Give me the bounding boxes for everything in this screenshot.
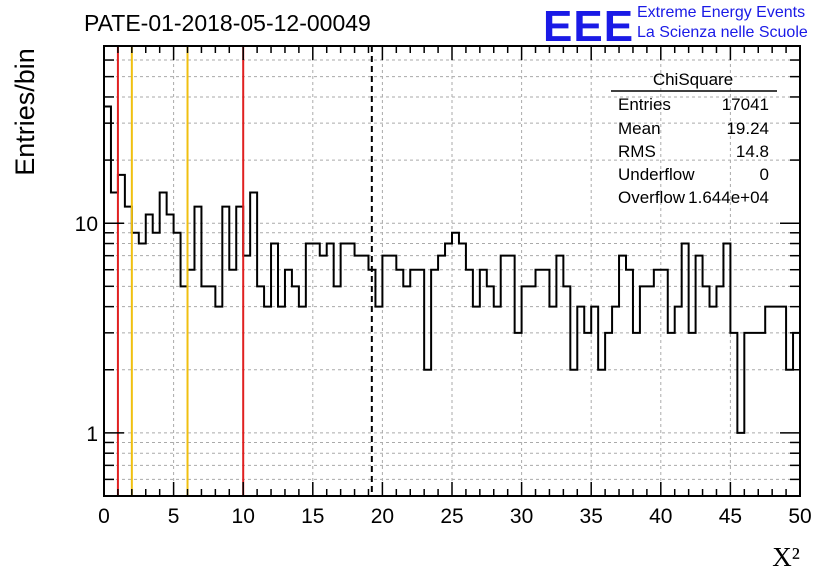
stats-header: ChiSquare bbox=[653, 70, 733, 89]
stats-label-rms: RMS bbox=[618, 142, 656, 161]
stats-value-rms: 14.8 bbox=[736, 142, 769, 161]
y-tick-label: 10 bbox=[75, 213, 98, 236]
x-tick-label: 35 bbox=[580, 505, 603, 528]
stats-value-underflow: 0 bbox=[760, 165, 769, 184]
x-tick-label: 15 bbox=[301, 505, 324, 528]
histogram-bars bbox=[104, 105, 800, 434]
logo-text-line1: Extreme Energy Events bbox=[637, 4, 806, 21]
stats-value-mean: 19.24 bbox=[726, 119, 769, 138]
axes: 0 5 10 15 20 25 30 35 40 45 50 1 10 bbox=[75, 45, 812, 528]
x-tick-label: 30 bbox=[510, 505, 533, 528]
x-tick-label: 10 bbox=[232, 505, 255, 528]
y-tick-label: 1 bbox=[86, 423, 98, 446]
stats-label-entries: Entries bbox=[618, 95, 671, 114]
histogram-outline bbox=[104, 105, 800, 434]
stats-box: ChiSquare Entries 17041 Mean 19.24 RMS 1… bbox=[611, 70, 777, 207]
logo-text-line2: La Scienza nelle Scuole bbox=[637, 24, 808, 41]
stats-value-overflow: 1.644e+04 bbox=[688, 188, 769, 207]
y-axis-label: Entries/bin bbox=[10, 48, 40, 176]
eee-logo: EEE bbox=[543, 2, 635, 51]
x-tick-label: 50 bbox=[788, 505, 811, 528]
x-tick-label: 0 bbox=[98, 505, 110, 528]
x-tick-label: 20 bbox=[371, 505, 394, 528]
x-tick-label: 45 bbox=[719, 505, 742, 528]
stats-value-entries: 17041 bbox=[722, 95, 769, 114]
stats-label-underflow: Underflow bbox=[618, 165, 695, 184]
x-tick-label: 40 bbox=[649, 505, 672, 528]
stats-label-overflow: Overflow bbox=[618, 188, 686, 207]
x-axis-label: X² bbox=[772, 542, 800, 572]
stats-label-mean: Mean bbox=[618, 119, 661, 138]
chart-title: PATE-01-2018-05-12-00049 bbox=[84, 10, 371, 36]
x-tick-label: 5 bbox=[168, 505, 180, 528]
marker-lines bbox=[116, 46, 373, 496]
x-tick-label: 25 bbox=[440, 505, 463, 528]
